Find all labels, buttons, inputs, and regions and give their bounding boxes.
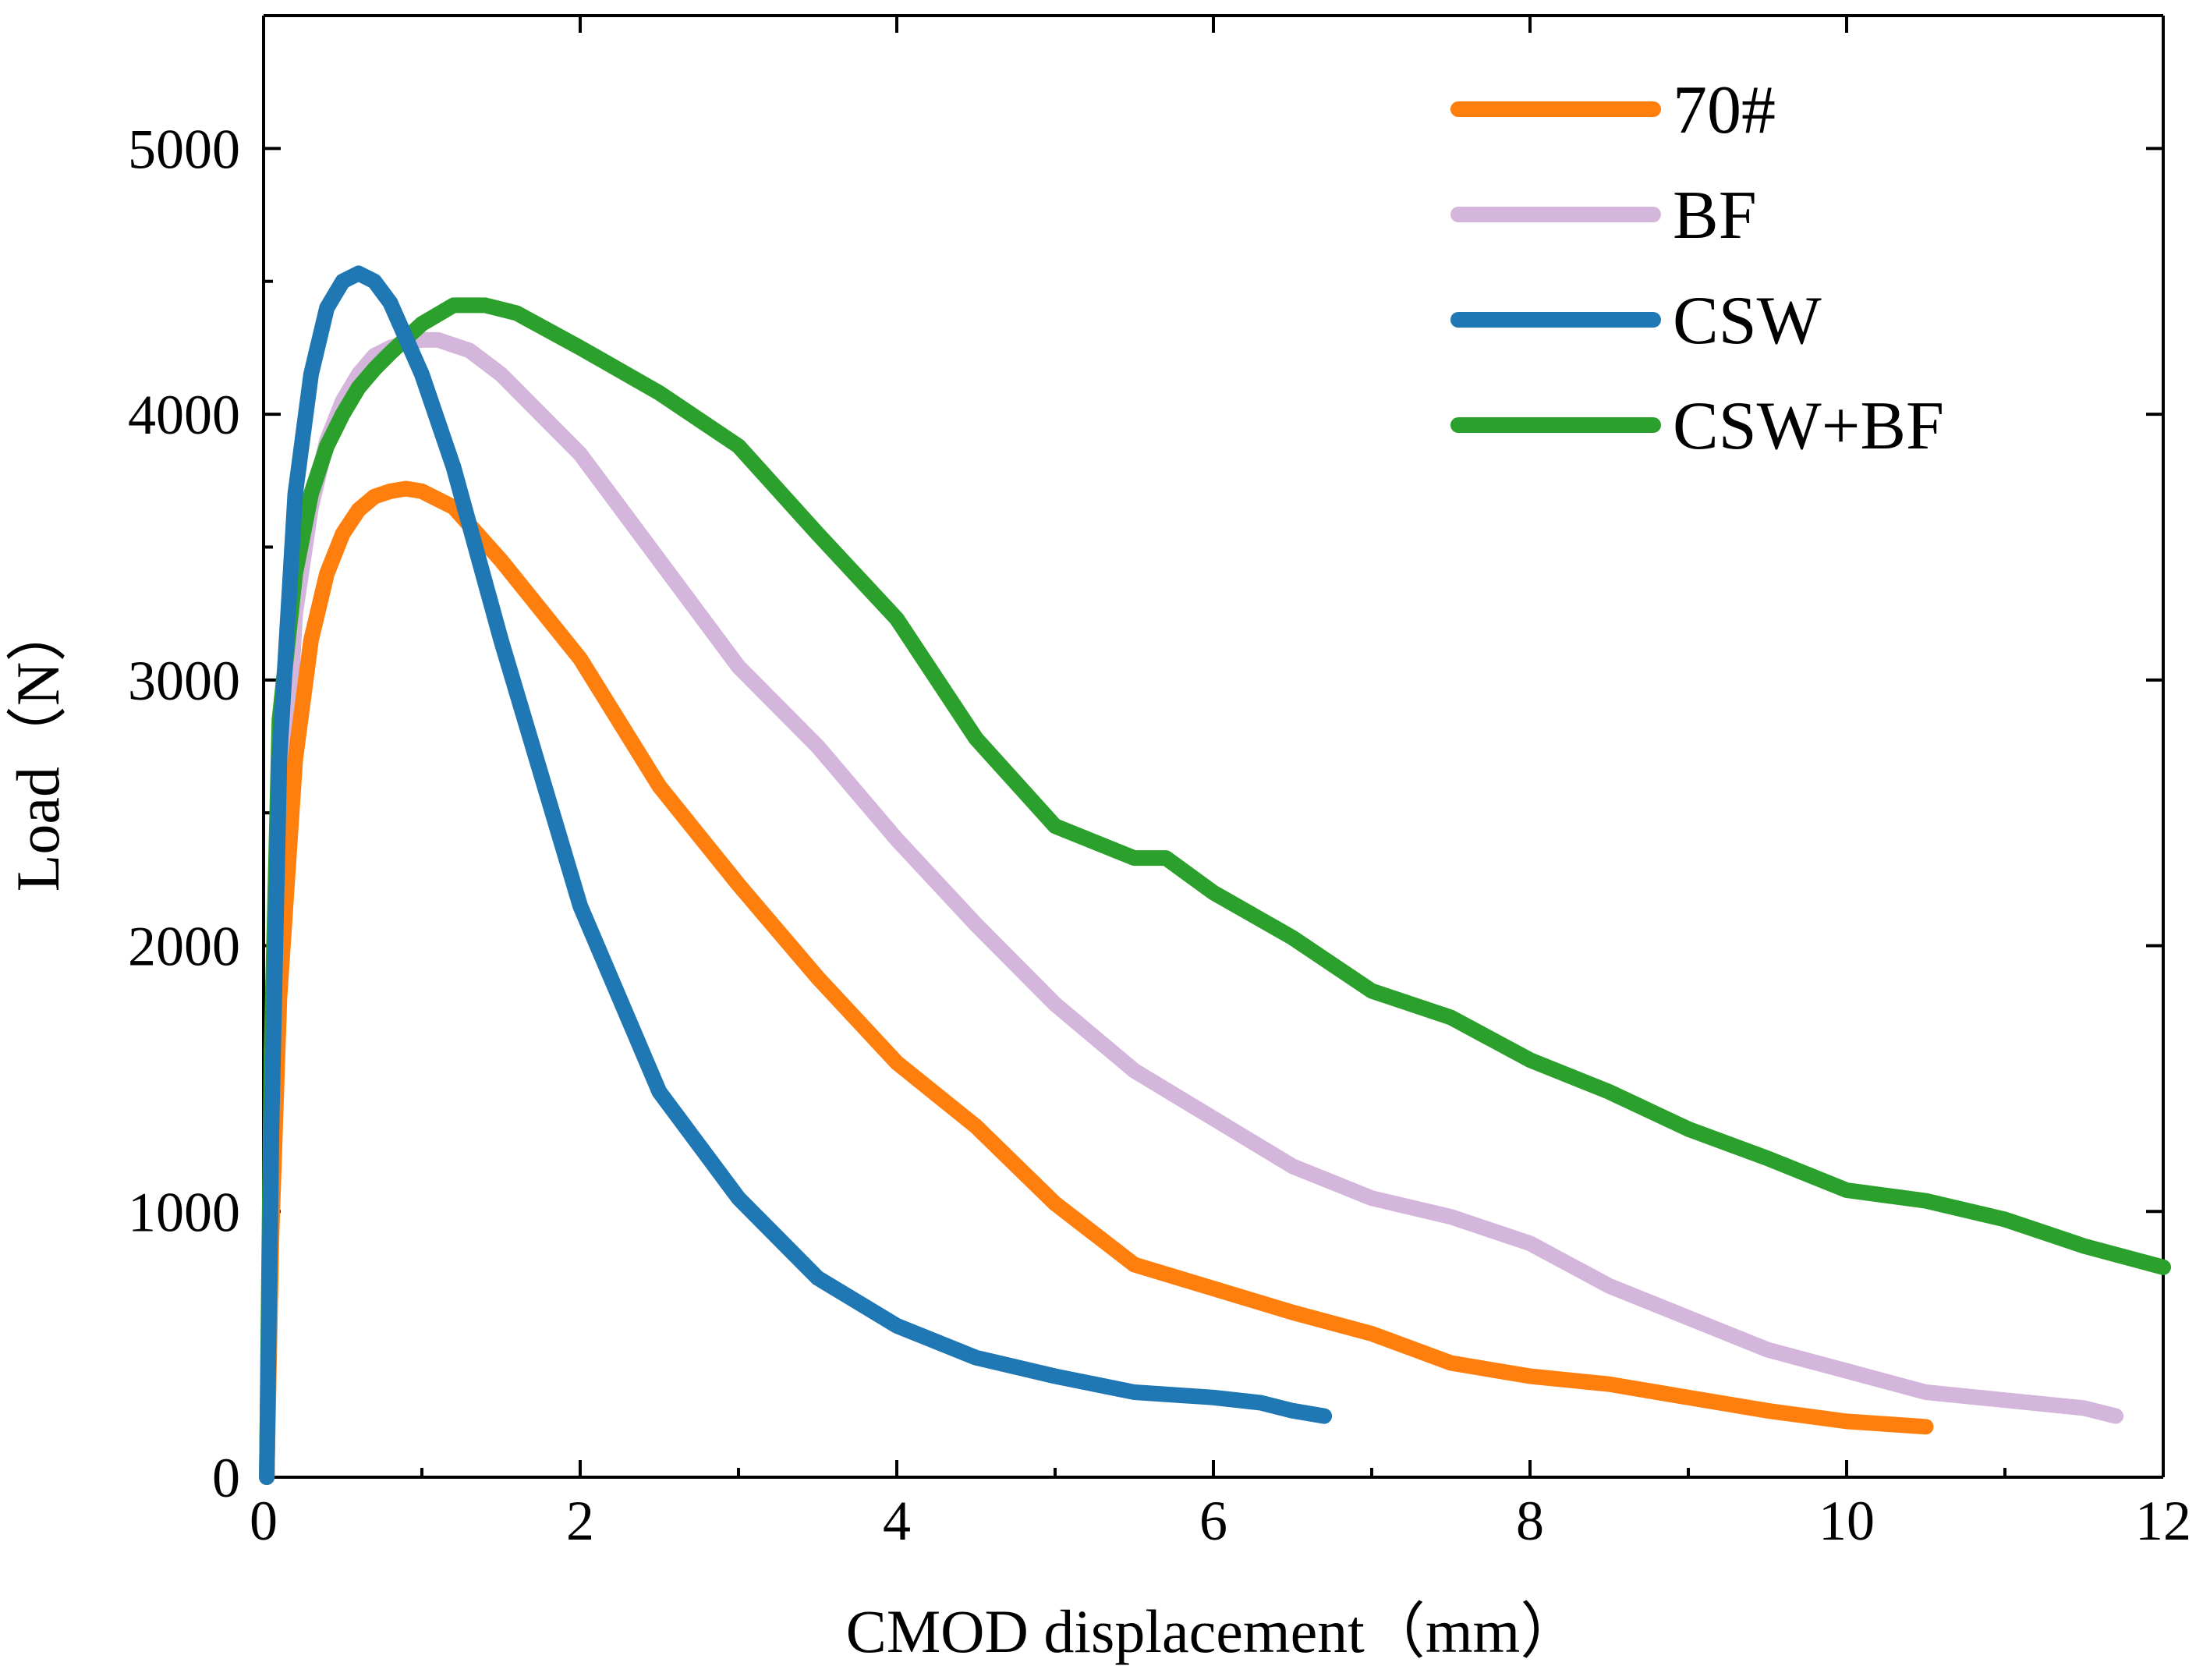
legend-label-csw-bf: CSW+BF bbox=[1673, 388, 1944, 464]
y-tick-label: 2000 bbox=[128, 916, 240, 978]
legend-label-csw: CSW bbox=[1673, 283, 1822, 359]
x-tick-label: 10 bbox=[1819, 1490, 1875, 1552]
y-axis-ticks: 0 1000 2000 3000 4000 5000 bbox=[128, 118, 2163, 1509]
y-axis-label: Load（N） bbox=[4, 601, 72, 892]
x-tick-label: 12 bbox=[2135, 1490, 2191, 1552]
x-axis-label: CMOD displacement（mm） bbox=[846, 1597, 1581, 1665]
y-tick-label: 1000 bbox=[128, 1181, 240, 1243]
legend-label-bf: BF bbox=[1673, 178, 1757, 253]
series-line-csw-bf bbox=[259, 297, 2171, 1485]
series-line-bf bbox=[259, 331, 2124, 1485]
x-tick-label: 0 bbox=[250, 1490, 278, 1552]
x-tick-label: 6 bbox=[1199, 1490, 1227, 1552]
legend-label-70: 70# bbox=[1673, 73, 1776, 148]
series-line-csw bbox=[259, 265, 1333, 1485]
y-tick-label: 5000 bbox=[128, 118, 240, 180]
plot-frame bbox=[262, 14, 2165, 1479]
y-tick-label: 3000 bbox=[128, 650, 240, 712]
series-line-70 bbox=[259, 480, 1934, 1485]
x-tick-label: 8 bbox=[1516, 1490, 1544, 1552]
x-tick-label: 2 bbox=[566, 1490, 594, 1552]
x-tick-label: 4 bbox=[883, 1490, 911, 1552]
series-lines bbox=[259, 265, 2171, 1485]
y-tick-label: 0 bbox=[212, 1447, 240, 1509]
x-axis-ticks: 0 2 4 6 8 10 12 bbox=[250, 16, 2191, 1552]
y-tick-label: 4000 bbox=[128, 384, 240, 446]
legend: 70# BF CSW CSW+BF bbox=[1450, 73, 1944, 464]
